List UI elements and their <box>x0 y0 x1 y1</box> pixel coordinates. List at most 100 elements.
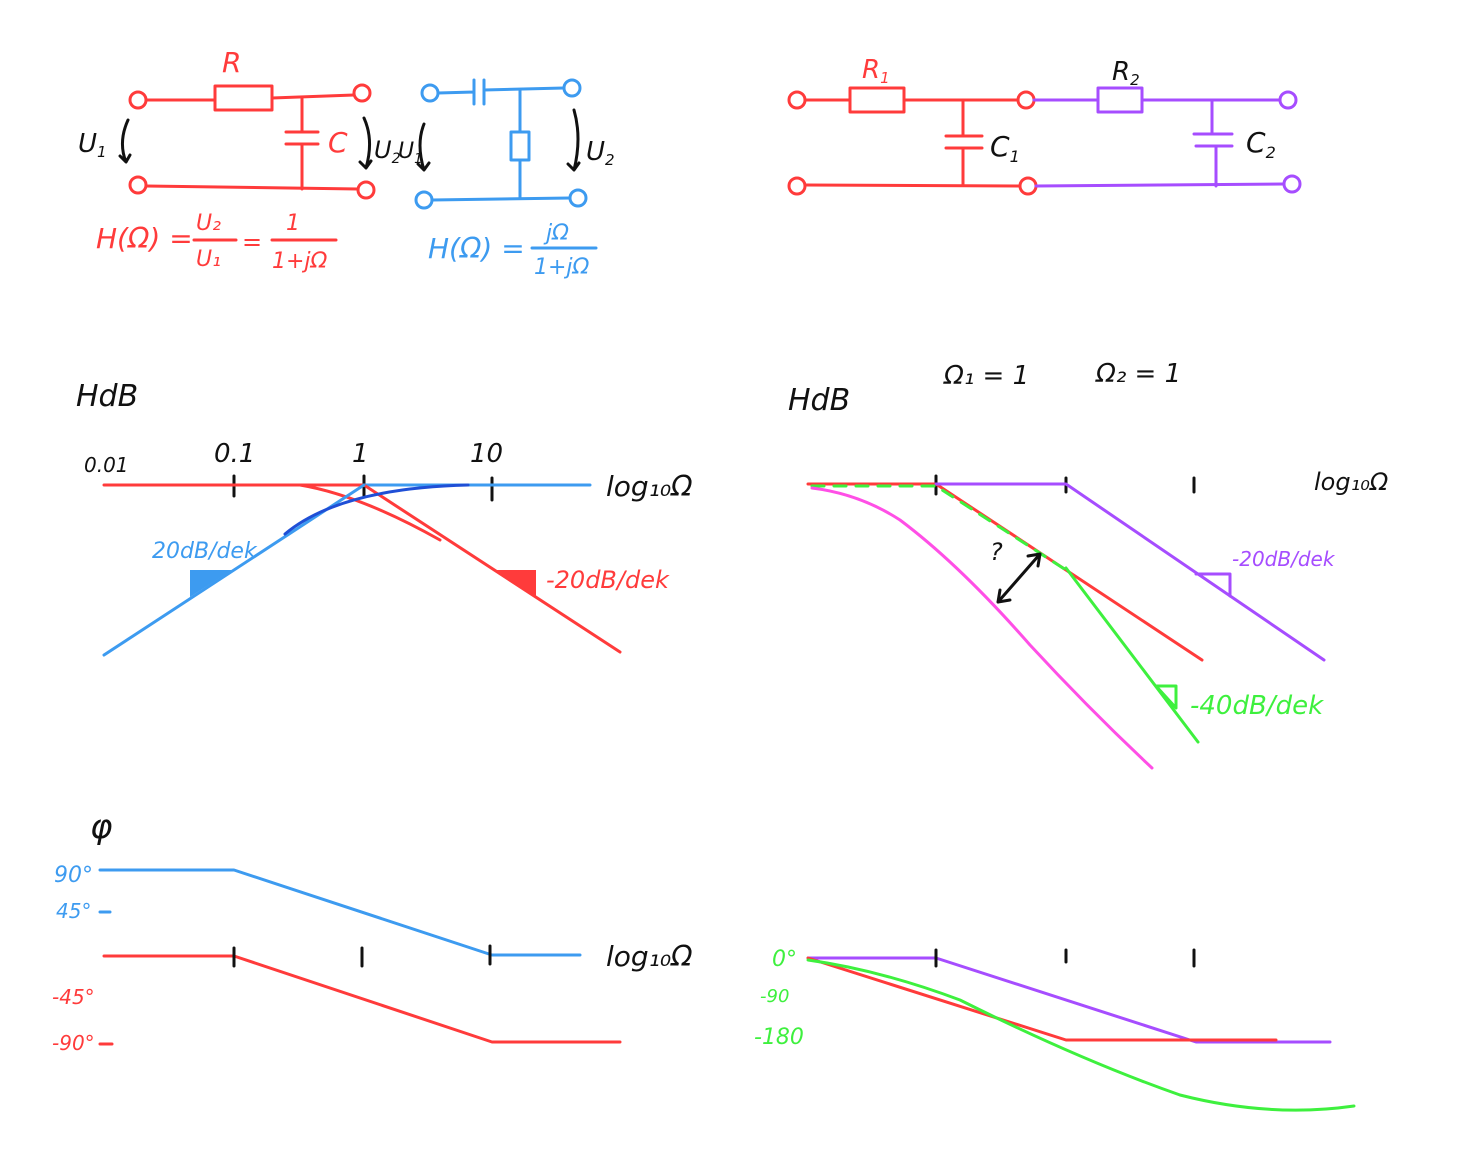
formula-num: jΩ <box>543 221 569 246</box>
top-wire <box>144 93 356 102</box>
xlabel: log₁₀Ω <box>606 470 693 503</box>
terminal-circle <box>128 90 148 110</box>
r2-label: R2 <box>1112 57 1140 89</box>
terminal-circle <box>1278 90 1298 110</box>
formula-num1: U₂ <box>196 211 221 236</box>
resistor-r1 <box>848 86 906 114</box>
tick-label-1: 1 <box>352 439 369 469</box>
tick-label-10: 10 <box>470 439 503 469</box>
terminal-circle <box>1282 174 1302 194</box>
terminal-circle <box>356 180 376 200</box>
ylabel: φ <box>90 807 113 847</box>
formula-lhs: H(Ω) = <box>96 222 193 255</box>
label-90: 90° <box>54 863 93 888</box>
phase-plot-right: 0° -90 -180 <box>754 947 1356 1112</box>
bottom-wire <box>144 184 360 191</box>
formula-den: 1+jΩ <box>534 255 590 280</box>
single-stage-phase-line <box>806 956 1278 1042</box>
label-neg90: -90° <box>52 1031 95 1055</box>
slope-green-label: -40dB/dek <box>1190 691 1324 721</box>
shifted-stage-asymptote <box>934 482 1326 662</box>
xlabel: log₁₀Ω <box>606 940 693 973</box>
slope-purple-label: -20dB/dek <box>1232 547 1336 571</box>
omega2-label: Ω₂ = 1 <box>1095 359 1181 389</box>
r1-label: R1 <box>862 55 890 87</box>
terminal-circle <box>352 83 372 103</box>
slope-triangle-blue <box>190 570 232 597</box>
slope-up-label: 20dB/dek <box>152 539 258 564</box>
slope-triangle-green <box>1154 684 1178 710</box>
terminal-circle <box>568 188 588 208</box>
terminal-circle <box>414 190 434 210</box>
resistor-symbol <box>509 130 531 162</box>
circuit-cr-highpass: U1 U2 H(Ω) = jΩ 1+jΩ <box>398 78 615 280</box>
terminal-circle <box>787 90 807 110</box>
voltage-arrow-u1 <box>118 118 132 164</box>
formula-den2: 1+jΩ <box>272 249 328 274</box>
formula-den1: U₁ <box>196 247 221 272</box>
two-stage-asymptote <box>1064 566 1200 744</box>
resistor-label: R <box>222 46 241 79</box>
terminal-circle <box>128 175 148 195</box>
phase-plot-left: φ 90° 45° -45° -90° log₁₀Ω <box>52 807 693 1055</box>
terminal-circle <box>787 176 807 196</box>
label-neg180: -180 <box>754 1025 804 1050</box>
capacitor-c1 <box>944 98 984 187</box>
ylabel: HdB <box>76 379 138 414</box>
terminal-circle <box>1016 90 1036 110</box>
terminal-circle <box>420 83 440 103</box>
label-neg45: -45° <box>52 985 95 1009</box>
axis-ticks <box>232 944 492 968</box>
single-stage-asymptote <box>806 482 1204 662</box>
circuit-rc-lowpass: R C U1 U2 H(Ω) = U₂ U₁ = 1 1+jΩ <box>78 46 401 274</box>
highpass-phase-line <box>98 868 582 957</box>
terminal-circle <box>1018 176 1038 196</box>
c1-label: C1 <box>990 130 1020 166</box>
label-zero: 0° <box>772 947 797 972</box>
tick-label-0.01: 0.01 <box>84 453 129 477</box>
formula-eq: = <box>242 228 262 256</box>
u1-label: U1 <box>398 139 422 167</box>
resistor-symbol <box>213 84 274 112</box>
u2-label: U2 <box>374 136 401 167</box>
resistor-r2 <box>1096 86 1144 114</box>
omega1-label: Ω₁ = 1 <box>943 361 1029 391</box>
question-mark: ? <box>990 538 1003 566</box>
capacitor-c2 <box>1192 98 1234 188</box>
label-45: 45° <box>56 899 91 923</box>
two-stage-dashed <box>810 484 1068 572</box>
highpass-real-curve <box>283 483 470 536</box>
real-response-curve <box>810 486 1154 770</box>
real-phase-curve <box>806 958 1356 1112</box>
formula-lhs: H(Ω) = <box>428 232 525 265</box>
bottom-wire <box>1034 182 1286 188</box>
lowpass-phase-line <box>102 954 622 1044</box>
voltage-arrow-u2 <box>566 108 581 172</box>
lowpass-real-curve <box>298 483 442 542</box>
bode-magnitude-right: HdB Ω₁ = 1 Ω₂ = 1 log₁₀Ω ? -20dB/dek -40… <box>788 359 1389 770</box>
slope-triangle-red <box>494 570 536 596</box>
bottom-wire <box>430 196 572 202</box>
lowpass-asymptote <box>362 483 622 654</box>
shifted-phase-line <box>806 956 1332 1044</box>
series-capacitor <box>436 78 566 106</box>
slope-down-label: -20dB/dek <box>546 566 670 594</box>
bode-magnitude-left: HdB 0.01 0.1 1 10 log₁₀Ω 20dB/dek -20dB/… <box>76 379 693 657</box>
voltage-arrow-u1 <box>416 122 431 172</box>
capacitor-symbol <box>284 96 320 191</box>
slope-triangle-purple <box>1194 572 1232 598</box>
ylabel: HdB <box>788 383 850 418</box>
difference-arrow <box>996 552 1042 604</box>
axis-ticks <box>934 948 1196 968</box>
xlabel: log₁₀Ω <box>1314 468 1389 496</box>
u1-label: U1 <box>78 129 107 161</box>
voltage-arrow-u2 <box>358 116 373 170</box>
bottom-wire <box>803 183 1022 188</box>
terminal-circle <box>562 78 582 98</box>
tick-label-0.1: 0.1 <box>214 439 255 469</box>
capacitor-label: C <box>328 126 348 159</box>
circuit-double-rc: R1 C1 R2 C2 <box>787 55 1302 196</box>
u2-label: U2 <box>586 137 615 169</box>
c2-label: C2 <box>1246 126 1276 162</box>
